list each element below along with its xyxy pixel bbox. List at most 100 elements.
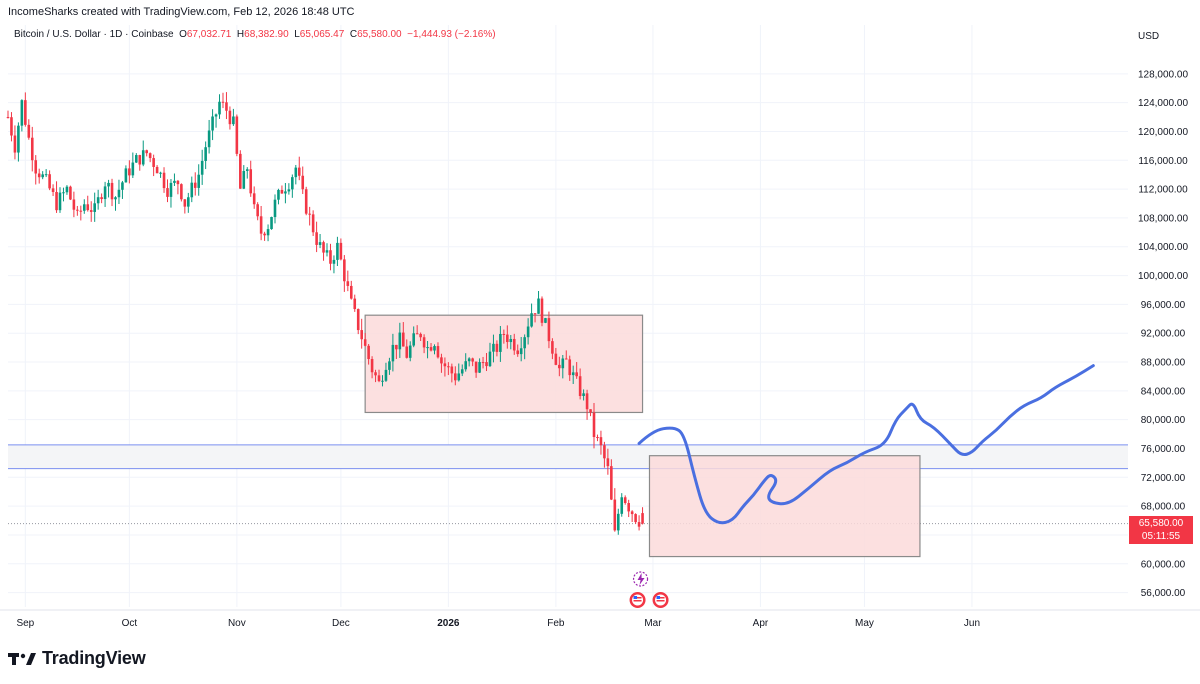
candle-body (315, 232, 318, 245)
candle-body (200, 160, 204, 175)
candle-body (568, 359, 572, 376)
candle-body (571, 372, 575, 376)
y-tick-label: 92,000.00 (1141, 329, 1186, 340)
y-tick-label: 112,000.00 (1138, 185, 1188, 196)
candle-body (460, 369, 464, 374)
candle-body (304, 189, 308, 214)
candle-body (197, 174, 201, 188)
flag-canton (656, 596, 661, 599)
x-tick-label: Apr (753, 618, 769, 629)
projection-path (637, 364, 1095, 525)
candle-body (516, 350, 520, 355)
candle-body (96, 197, 100, 204)
x-tick-label: Oct (122, 618, 138, 629)
candle-body (388, 361, 391, 370)
candle-body (415, 333, 419, 335)
close-label: C (349, 29, 358, 40)
candle-body (613, 499, 617, 531)
candle-body (284, 191, 287, 194)
candle-body (62, 192, 65, 194)
candle-body (277, 189, 280, 200)
candle-body (499, 333, 502, 352)
candle-body (166, 188, 169, 197)
candle-body (242, 171, 246, 189)
candle-body (235, 116, 239, 154)
candle-body (523, 337, 526, 349)
candle-body (221, 101, 225, 103)
symbol-name[interactable]: Bitcoin / U.S. Dollar · 1D · Coinbase (14, 29, 174, 40)
candle-body (152, 158, 155, 167)
symbol-legend[interactable]: Bitcoin / U.S. Dollar · 1D · Coinbase O6… (14, 29, 496, 40)
candle-body (211, 116, 214, 131)
candle-body (180, 184, 183, 200)
candle-body (72, 199, 76, 210)
candle-body (193, 182, 197, 188)
candle-body (183, 199, 187, 207)
flag-canton (633, 596, 638, 599)
candle-body (27, 124, 31, 138)
y-tick-label: 56,000.00 (1141, 588, 1186, 599)
candle-body (263, 233, 266, 236)
candle-body (280, 189, 284, 194)
flag-stripe (633, 600, 642, 602)
candle-body (51, 188, 55, 192)
candle-body (467, 358, 471, 362)
candle-body (447, 366, 450, 368)
candle-body (627, 503, 630, 512)
candle-body (76, 209, 79, 211)
candle-body (24, 100, 27, 125)
candle-countdown: 05:11:55 (1141, 531, 1181, 542)
candle-body (634, 514, 637, 523)
tradingview-logo-text: TradingView (42, 648, 146, 668)
candle-body (245, 169, 249, 172)
x-tick-label: 2026 (437, 618, 460, 629)
candle-body (176, 180, 180, 185)
event-icons[interactable] (629, 571, 669, 608)
candle-body (637, 522, 641, 527)
low-value: 65,065.47 (299, 29, 345, 40)
candle-body (540, 298, 544, 323)
candle-body (239, 153, 242, 189)
range-zones (364, 314, 921, 558)
candle-body (578, 376, 582, 396)
candle-body (190, 182, 194, 198)
candle-body (259, 216, 263, 234)
candle-body (589, 409, 592, 413)
candle-body (86, 204, 90, 211)
candle-body (232, 116, 235, 125)
candle-body (294, 167, 298, 178)
candle-body (502, 333, 506, 335)
candle-body (297, 167, 301, 176)
x-tick-label: May (855, 618, 874, 629)
candle-body (58, 192, 62, 211)
candle-body (291, 177, 294, 190)
y-tick-label: 116,000.00 (1138, 156, 1188, 167)
candle-body (266, 229, 270, 236)
candle-body (457, 373, 461, 381)
candle-body (287, 189, 291, 192)
candle-body (471, 358, 474, 362)
currency-label[interactable]: USD (1138, 31, 1160, 42)
candle-body (173, 180, 176, 183)
high-value: 68,382.90 (244, 29, 289, 40)
candle-body (100, 197, 103, 200)
flag-stripe (656, 600, 665, 602)
tradingview-logo[interactable]: TradingView (8, 648, 146, 669)
low-label: L (294, 29, 300, 40)
candle-body (440, 357, 443, 364)
x-tick-label: Feb (547, 618, 565, 629)
x-tick-label: Mar (644, 618, 662, 629)
candle-body (512, 338, 516, 351)
candle-body (353, 298, 357, 310)
candle-body (117, 189, 121, 198)
candles (6, 92, 644, 535)
y-tick-label: 96,000.00 (1141, 300, 1186, 311)
candle-body (526, 326, 530, 338)
candle-body (322, 242, 325, 253)
y-tick-label: 124,000.00 (1138, 98, 1188, 109)
candle-body (585, 393, 589, 410)
candle-body (114, 197, 117, 200)
candle-body (346, 281, 350, 286)
candle-body (488, 351, 492, 367)
